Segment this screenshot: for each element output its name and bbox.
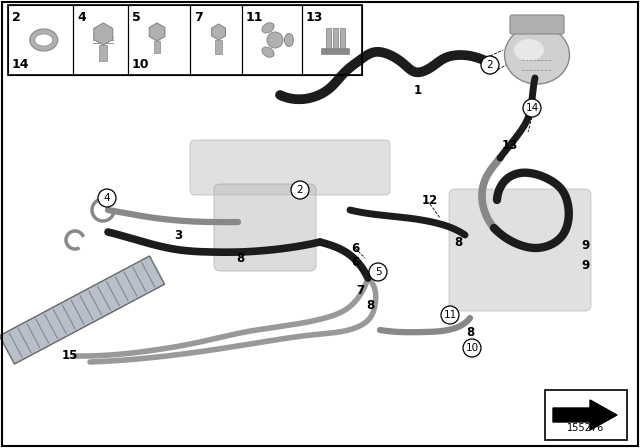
Text: 15: 15 (62, 349, 78, 362)
Text: 5: 5 (132, 11, 141, 24)
Text: 13: 13 (502, 138, 518, 151)
Text: 6: 6 (351, 255, 359, 268)
FancyBboxPatch shape (449, 189, 591, 311)
Bar (321, 48, 349, 54)
FancyBboxPatch shape (214, 184, 316, 271)
Bar (302, 5, 362, 75)
Text: 14: 14 (12, 58, 29, 71)
Text: 9: 9 (581, 258, 589, 271)
Circle shape (463, 339, 481, 357)
Ellipse shape (35, 34, 52, 46)
Ellipse shape (262, 47, 274, 57)
Bar (545, 390, 627, 440)
Bar (99, 45, 108, 61)
Bar (73, 5, 128, 75)
Text: 8: 8 (454, 236, 462, 249)
Text: 12: 12 (422, 194, 438, 207)
Text: 7: 7 (194, 11, 203, 24)
Bar (215, 40, 222, 54)
Text: 11: 11 (246, 11, 264, 24)
Text: 2: 2 (12, 11, 20, 24)
Text: 8: 8 (236, 251, 244, 264)
Text: 13: 13 (306, 11, 323, 24)
Text: 10: 10 (465, 343, 479, 353)
FancyBboxPatch shape (190, 140, 390, 195)
Text: 2: 2 (486, 60, 493, 70)
Ellipse shape (29, 29, 58, 51)
Text: 3: 3 (174, 228, 182, 241)
Bar (190, 5, 242, 75)
Circle shape (441, 306, 459, 324)
Text: 4: 4 (77, 11, 86, 24)
Polygon shape (553, 400, 617, 430)
Polygon shape (149, 23, 165, 41)
Bar (242, 5, 302, 75)
Text: 7: 7 (356, 284, 364, 297)
Bar (128, 5, 190, 75)
Text: 5: 5 (374, 267, 381, 277)
Circle shape (369, 263, 387, 281)
Ellipse shape (514, 39, 544, 61)
Text: 9: 9 (581, 238, 589, 251)
Text: 1: 1 (414, 83, 422, 96)
Circle shape (481, 56, 499, 74)
Polygon shape (0, 256, 164, 364)
Circle shape (523, 99, 541, 117)
Ellipse shape (504, 26, 570, 84)
Text: 155276: 155276 (568, 423, 605, 433)
Bar (326, 28, 330, 48)
Text: 14: 14 (525, 103, 539, 113)
Circle shape (98, 189, 116, 207)
Ellipse shape (285, 34, 294, 47)
Text: 4: 4 (104, 193, 110, 203)
Polygon shape (212, 24, 225, 40)
Text: 8: 8 (466, 326, 474, 339)
Polygon shape (93, 23, 113, 45)
Bar (154, 41, 160, 53)
Text: 10: 10 (132, 58, 150, 71)
Circle shape (291, 181, 309, 199)
Text: 2: 2 (297, 185, 303, 195)
Bar (339, 28, 344, 48)
Ellipse shape (262, 23, 274, 33)
Text: 11: 11 (444, 310, 456, 320)
Circle shape (267, 32, 283, 48)
Bar (8, 5, 362, 75)
Bar (333, 28, 337, 48)
Text: 6: 6 (351, 241, 359, 254)
Text: 8: 8 (366, 298, 374, 311)
FancyBboxPatch shape (510, 15, 564, 34)
Bar (8, 5, 73, 75)
